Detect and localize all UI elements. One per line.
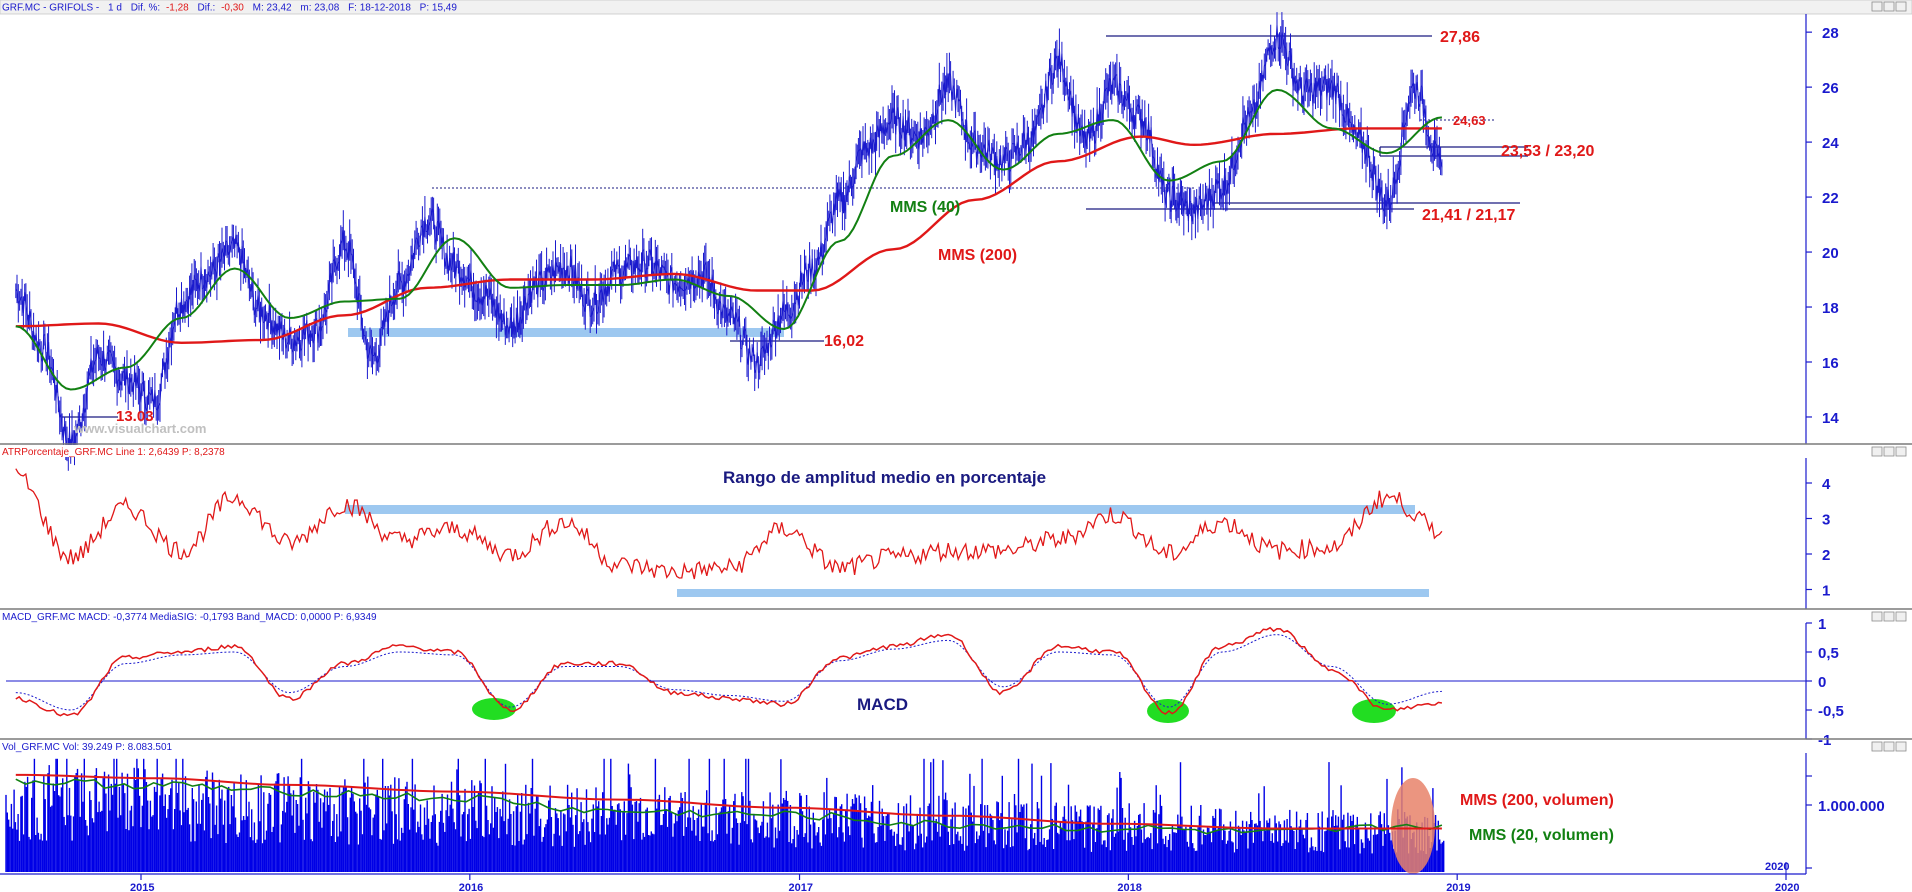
x-tick-label: 2019 (1446, 882, 1470, 892)
atr-minimize-button[interactable] (1871, 446, 1883, 457)
atr-maximize-button[interactable] (1883, 446, 1895, 457)
macd-tick-label: 0 (1818, 674, 1826, 691)
macd-panel: MACD_GRF.MC MACD: -0,3774 MediaSIG: -0,1… (0, 608, 1912, 749)
macd-maximize-button[interactable] (1883, 611, 1895, 622)
volume-ma-lines (15, 773, 1443, 835)
atr-close-button[interactable] (1895, 446, 1907, 457)
macd-minimize-button[interactable] (1871, 611, 1883, 622)
atr-panel: ATRPorcentaje_GRF.MC Line 1: 2,6439 P: 8… (0, 443, 1912, 609)
macd-annotation: MACD (857, 695, 908, 714)
price-panel-title: GRF.MC - GRIFOLS - 1 d Dif. %: -1,28 Dif… (2, 3, 457, 14)
annotation-sma200: MMS (200) (938, 247, 1017, 264)
atr-y-axis: 1 2 3 4 (1806, 476, 1831, 600)
x-tick-label-inner: 2020 (1765, 861, 1789, 873)
price-y-axis: 14 16 18 20 22 24 26 28 (1806, 25, 1839, 427)
x-tick-label: 2018 (1117, 882, 1141, 892)
annotation-low-2016: 16,02 (824, 333, 864, 350)
minimize-button[interactable] (1871, 1, 1883, 12)
atr-lower-band (677, 589, 1429, 597)
macd-tick-label: -1 (1818, 732, 1831, 749)
volume-window-buttons[interactable] (1871, 741, 1907, 752)
macd-tick-label: -0,5 (1818, 703, 1844, 720)
volume-panel-title: Vol_GRF.MC Vol: 39.249 P: 8.083.501 (2, 742, 173, 753)
macd-ellipse-2018b (1352, 699, 1396, 723)
annotation-high: 27,86 (1440, 29, 1480, 46)
x-tick-label: 2015 (130, 882, 154, 892)
atr-tick-label: 3 (1822, 512, 1830, 529)
x-tick-label: 2016 (459, 882, 483, 892)
macd-ellipse-2016 (472, 698, 516, 720)
x-tick-label: 2017 (789, 882, 813, 892)
macd-line (15, 626, 1443, 717)
price-tick-label: 18 (1822, 300, 1839, 317)
annotation-sma40: MMS (40) (890, 199, 960, 216)
price-tick-label: 26 (1822, 80, 1839, 97)
price-tick-label: 20 (1822, 245, 1839, 262)
dif-label: Dif.: (198, 3, 216, 14)
price-tick-label: 28 (1822, 25, 1839, 42)
close-button[interactable] (1895, 1, 1907, 12)
atr-upper-band (345, 505, 1415, 514)
atr-tick-label: 2 (1822, 547, 1830, 564)
symbol-label: GRF.MC - GRIFOLS - (2, 3, 99, 14)
price-tick-label: 24 (1822, 135, 1839, 152)
macd-tick-label: 0,5 (1818, 645, 1839, 662)
dif-pct-value: -1,28 (166, 3, 189, 14)
macd-close-button[interactable] (1895, 611, 1907, 622)
atr-tick-label: 4 (1822, 476, 1831, 493)
vol-sma200-line (15, 773, 1442, 830)
macd-panel-title: MACD_GRF.MC MACD: -0,3774 MediaSIG: -0,1… (2, 612, 377, 623)
atr-window-buttons[interactable] (1871, 446, 1907, 457)
volume-tick-label: 1.000.000 (1818, 798, 1885, 815)
macd-series-group (6, 626, 1806, 717)
atr-series-group (15, 468, 1443, 580)
price-tick-label: 16 (1822, 355, 1839, 372)
price-tick-label: 22 (1822, 190, 1839, 207)
maximize-button[interactable] (1883, 1, 1895, 12)
atr-panel-title: ATRPorcentaje_GRF.MC Line 1: 2,6439 P: 8… (2, 447, 225, 458)
support-band-16 (348, 328, 784, 337)
price-line (15, 24, 1443, 455)
annotation-vol-sma20: MMS (20, volumen) (1469, 827, 1614, 844)
sma200-line (15, 127, 1442, 345)
price-tick-label: 14 (1822, 410, 1839, 427)
watermark: www.visualchart.com (73, 421, 206, 436)
x-tick-label: 2020 (1775, 882, 1799, 892)
period-label: 1 d (108, 3, 122, 14)
level-lines (62, 35, 1528, 418)
price-panel: GRF.MC - GRIFOLS - 1 d Dif. %: -1,28 Dif… (0, 0, 1912, 471)
annotation-last-level: 24,63 (1453, 113, 1486, 128)
date-value: F: 18-12-2018 (348, 3, 411, 14)
macd-y-axis: -1 -0,5 0 0,5 1 (1806, 616, 1844, 749)
annotation-vol-sma200: MMS (200, volumen) (1460, 792, 1614, 809)
annotation-low-2014: 13.03 (116, 408, 154, 425)
volume-y-axis: 1.000.000 (1806, 775, 1885, 869)
vol-close-button[interactable] (1895, 741, 1907, 752)
macd-window-buttons[interactable] (1871, 611, 1907, 622)
vol-sma20-line (15, 778, 1443, 835)
last-value: P: 15,49 (420, 3, 458, 14)
price-window-buttons[interactable] (1871, 1, 1907, 12)
macd-tick-label: 1 (1818, 616, 1826, 633)
atr-tick-label: 1 (1822, 583, 1830, 600)
atr-line (15, 468, 1443, 580)
min-value: m: 23,08 (300, 3, 339, 14)
max-value: M: 23,42 (253, 3, 292, 14)
atr-annotation: Rango de amplitud medio en porcentaje (723, 468, 1046, 487)
price-series-group (15, 12, 1443, 471)
vol-maximize-button[interactable] (1883, 741, 1895, 752)
volume-bars (5, 758, 1445, 872)
annotation-support1: 23,53 / 23,20 (1501, 143, 1595, 160)
vol-minimize-button[interactable] (1871, 741, 1883, 752)
annotation-support2: 21,41 / 21,17 (1422, 207, 1516, 224)
sma40-line (15, 88, 1443, 391)
volume-panel: Vol_GRF.MC Vol: 39.249 P: 8.083.501 MMS … (0, 738, 1912, 874)
x-axis: 2015 2016 2017 2018 2019 2020 2020 (0, 861, 1806, 892)
dif-pct-label: Dif. %: (131, 3, 160, 14)
dif-value: -0,30 (221, 3, 244, 14)
